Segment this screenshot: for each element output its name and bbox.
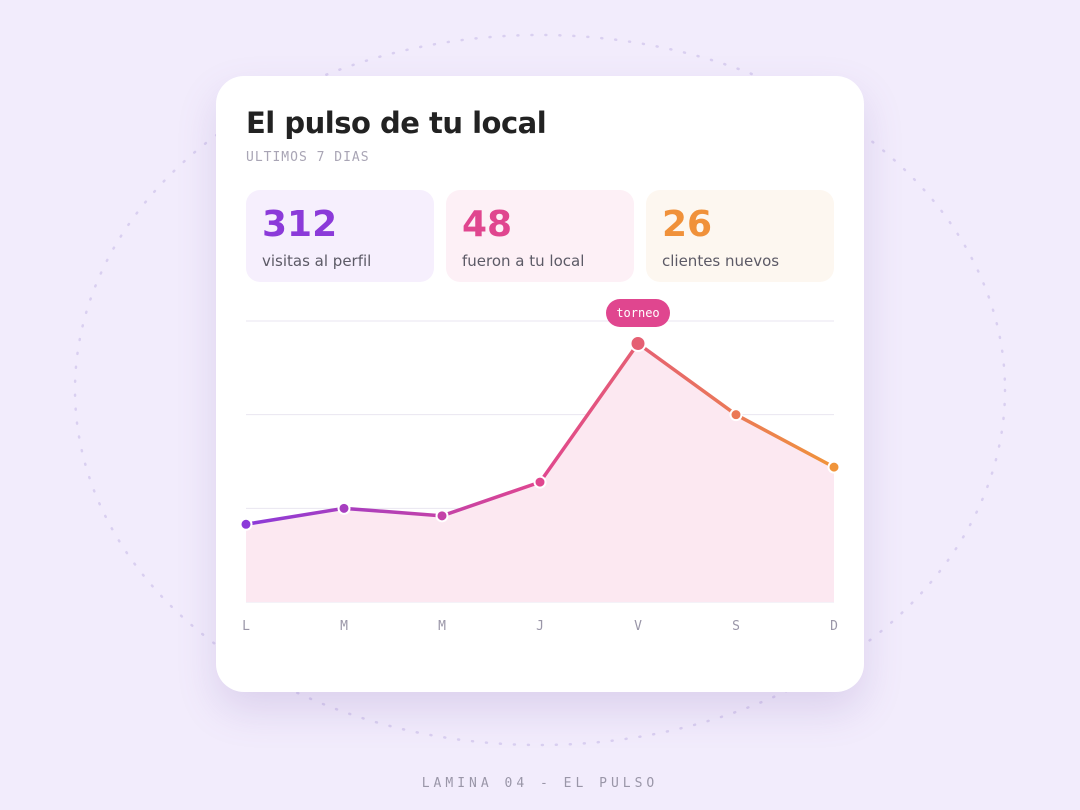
point — [337, 501, 351, 515]
stat-card: 26 clientes nuevos — [646, 190, 834, 282]
point — [827, 460, 841, 474]
stat-card: 48 fueron a tu local — [446, 190, 634, 282]
area — [246, 343, 834, 602]
dotted-ring — [73, 33, 1007, 747]
x-tick-label: D — [830, 619, 838, 634]
stat-value: 26 — [662, 204, 713, 245]
stat-value: 48 — [462, 204, 513, 245]
card-title: El pulso de tu local — [246, 106, 547, 140]
card-subtitle: ULTIMOS 7 DIAS — [246, 150, 370, 165]
point — [435, 509, 449, 523]
annotation-pill — [606, 299, 670, 327]
point — [629, 334, 647, 352]
footer: LAMINA 04 - EL PULSO — [421, 776, 659, 791]
x-tick-label: S — [732, 619, 740, 634]
point — [729, 408, 743, 422]
annotation-label: torneo — [616, 306, 659, 320]
x-tick-label: M — [438, 619, 446, 634]
x-tick-label: J — [536, 619, 544, 634]
stat-value: 312 — [262, 204, 338, 245]
stat-label: visitas al perfil — [262, 252, 372, 270]
x-tick-label: V — [634, 619, 642, 634]
point — [239, 517, 253, 531]
stat-label: fueron a tu local — [462, 252, 585, 270]
x-tick-label: L — [242, 619, 250, 634]
point — [533, 475, 547, 489]
stat-label: clientes nuevos — [662, 252, 780, 270]
x-tick-label: M — [340, 619, 348, 634]
stat-card: 312 visitas al perfil — [246, 190, 434, 282]
